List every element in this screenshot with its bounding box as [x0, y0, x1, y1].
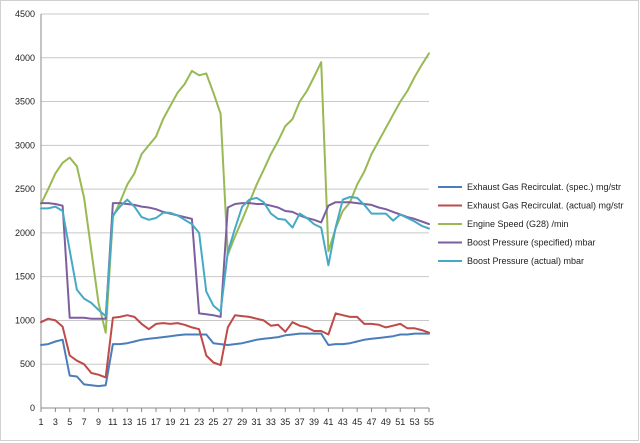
x-tick-label: 55: [424, 417, 434, 427]
series-line-3: [40, 52, 430, 334]
x-tick-label: 19: [165, 417, 175, 427]
legend-item: Boost Pressure (actual) mbar: [438, 256, 584, 266]
legend-label: Exhaust Gas Recirculat. (actual) mg/str: [467, 201, 624, 211]
y-axis-tick-labels: 0 500 1000 1500 2000 2500 3000 3500 4000 4500: [15, 9, 35, 413]
legend-item: Engine Speed (G28) /min: [438, 219, 569, 229]
y-tick-label: 3500: [15, 97, 35, 107]
x-tick-label: 35: [280, 417, 290, 427]
legend-label: Boost Pressure (specified) mbar: [467, 238, 596, 248]
series-line-1: [40, 332, 430, 388]
x-tick-label: 17: [151, 417, 161, 427]
x-tick-label: 25: [208, 417, 218, 427]
x-tick-label: 13: [122, 417, 132, 427]
x-tick-label: 49: [381, 417, 391, 427]
legend: Exhaust Gas Recirculat. (spec.) mg/str Ex…: [438, 182, 624, 266]
series-lines: [40, 52, 430, 388]
x-tick-label: 39: [309, 417, 319, 427]
x-tick-label: 27: [223, 417, 233, 427]
x-tick-label: 37: [295, 417, 305, 427]
y-tick-label: 1000: [15, 315, 35, 325]
y-tick-label: 500: [20, 359, 35, 369]
x-tick-label: 41: [323, 417, 333, 427]
y-tick-label: 0: [30, 403, 35, 413]
x-tick-label: 47: [367, 417, 377, 427]
legend-label: Engine Speed (G28) /min: [467, 219, 569, 229]
x-axis-tick-labels: 1 3 5 7 9 11 13 15 17 19 21 23 25 27 29 31 33 35 37 39 41 43 4…: [38, 417, 434, 427]
x-tick-label: 5: [67, 417, 72, 427]
series-line-5: [40, 196, 430, 318]
x-tick-label: 31: [252, 417, 262, 427]
legend-label: Exhaust Gas Recirculat. (spec.) mg/str: [467, 182, 621, 192]
y-tick-label: 4500: [15, 9, 35, 19]
legend-item: Boost Pressure (specified) mbar: [438, 238, 596, 248]
x-tick-label: 51: [395, 417, 405, 427]
series-line-2: [40, 312, 430, 379]
x-tick-label: 7: [82, 417, 87, 427]
x-tick-label: 15: [137, 417, 147, 427]
axes: [40, 14, 430, 412]
x-tick-label: 21: [180, 417, 190, 427]
y-tick-label: 1500: [15, 272, 35, 282]
y-tick-label: 2500: [15, 184, 35, 194]
y-tick-label: 4000: [15, 53, 35, 63]
legend-item: Exhaust Gas Recirculat. (spec.) mg/str: [438, 182, 621, 192]
x-tick-label: 1: [38, 417, 43, 427]
x-tick-label: 3: [53, 417, 58, 427]
x-tick-label: 53: [410, 417, 420, 427]
x-tick-label: 33: [266, 417, 276, 427]
x-tick-label: 11: [108, 417, 117, 427]
legend-item: Exhaust Gas Recirculat. (actual) mg/str: [438, 201, 624, 211]
x-tick-label: 43: [338, 417, 348, 427]
x-tick-label: 9: [96, 417, 101, 427]
x-tick-label: 29: [237, 417, 247, 427]
y-tick-label: 3000: [15, 140, 35, 150]
x-tick-label: 23: [194, 417, 204, 427]
x-tick-label: 45: [352, 417, 362, 427]
y-tick-label: 2000: [15, 228, 35, 238]
legend-label: Boost Pressure (actual) mbar: [467, 256, 584, 266]
